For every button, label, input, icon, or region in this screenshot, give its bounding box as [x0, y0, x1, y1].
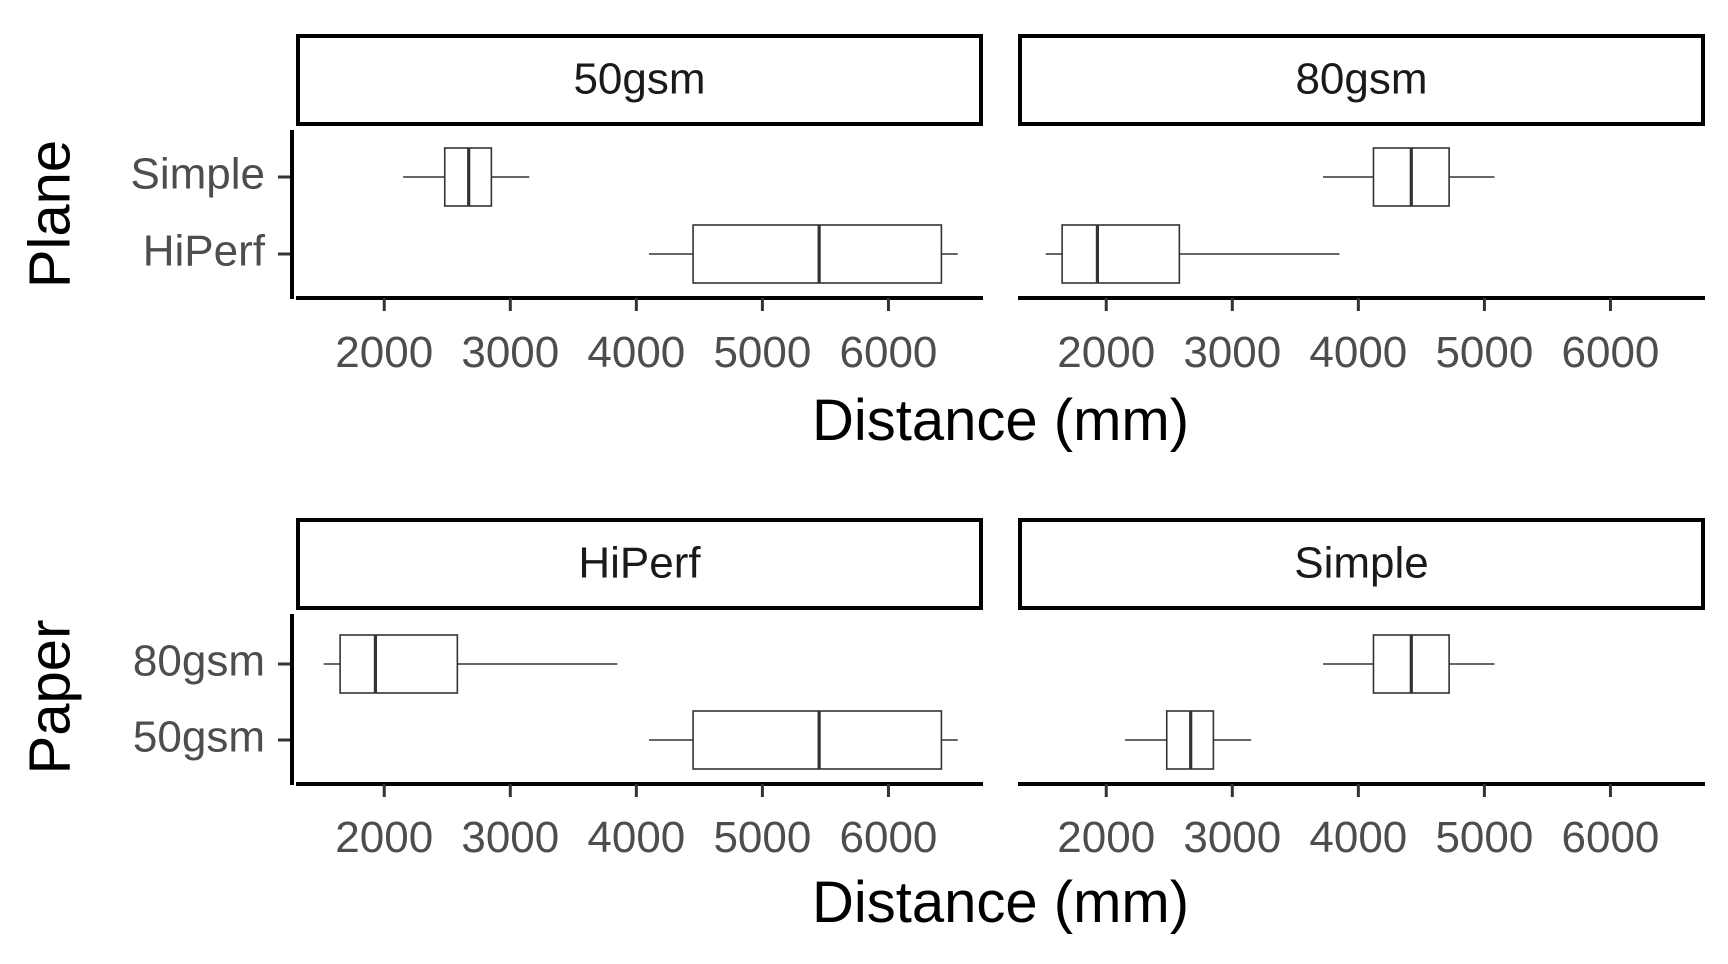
facet-strip [1018, 34, 1705, 126]
box-hiperf [1045, 224, 1340, 284]
category-label: Simple [131, 150, 266, 199]
x-tick-label: 5000 [1435, 328, 1533, 377]
facet-panel: HiPerf 2000 3000 4000 5000 6000 [296, 518, 983, 862]
facet-panel: 50gsm 2000 3000 4000 5000 6000 [296, 34, 983, 377]
facet-label: Simple [1294, 539, 1429, 588]
facet-strip [1018, 518, 1705, 610]
x-tick-label: 4000 [587, 813, 685, 862]
x-tick-label: 3000 [461, 813, 559, 862]
x-tick-label: 6000 [1562, 813, 1660, 862]
box-hiperf [648, 224, 958, 284]
category-label: HiPerf [143, 227, 266, 276]
x-tick-label: 4000 [1309, 328, 1407, 377]
x-tick-label: 5000 [713, 328, 811, 377]
box-iqr [339, 634, 459, 694]
box-80gsm [323, 634, 618, 694]
category-label: 50gsm [133, 713, 265, 762]
box-simple [403, 147, 530, 207]
chart-row-2: Paper 80gsm 50gsm HiPerf 2000 3000 4000 5000 600… [17, 518, 1705, 935]
box-iqr [692, 224, 943, 284]
row-label: Paper [17, 620, 82, 775]
facet-strip [296, 34, 983, 126]
x-tick-label: 4000 [1309, 813, 1407, 862]
box-iqr [692, 710, 943, 770]
x-axis-title: Distance (mm) [812, 388, 1189, 453]
category-label: 80gsm [133, 637, 265, 686]
x-tick-label: 4000 [587, 328, 685, 377]
x-tick-label: 5000 [713, 813, 811, 862]
x-tick-label: 2000 [1057, 813, 1155, 862]
x-tick-label: 5000 [1435, 813, 1533, 862]
chart-row-1: Plane Simple HiPerf 50gsm 2000 3000 4000 5000 60… [17, 34, 1705, 453]
x-tick-label: 2000 [335, 328, 433, 377]
x-tick-label: 3000 [461, 328, 559, 377]
x-tick-label: 6000 [840, 813, 938, 862]
facet-panel: Simple 2000 3000 4000 5000 6000 [1018, 518, 1705, 862]
facet-label: 50gsm [573, 55, 705, 104]
x-tick-label: 2000 [1057, 328, 1155, 377]
facet-strip [296, 518, 983, 610]
x-tick-label: 6000 [1562, 328, 1660, 377]
x-tick-label: 3000 [1183, 328, 1281, 377]
row-label: Plane [17, 140, 82, 288]
box-iqr [1061, 224, 1181, 284]
box-50gsm [648, 710, 958, 770]
x-axis-title: Distance (mm) [812, 870, 1189, 935]
x-tick-label: 3000 [1183, 813, 1281, 862]
box-50gsm [1125, 710, 1252, 770]
facet-panel: 80gsm 2000 3000 4000 5000 6000 [1018, 34, 1705, 377]
facet-label: 80gsm [1295, 55, 1427, 104]
box-80gsm [1323, 634, 1495, 694]
facet-label: HiPerf [578, 539, 701, 588]
x-tick-label: 6000 [840, 328, 938, 377]
x-tick-label: 2000 [335, 813, 433, 862]
box-simple [1323, 147, 1495, 207]
